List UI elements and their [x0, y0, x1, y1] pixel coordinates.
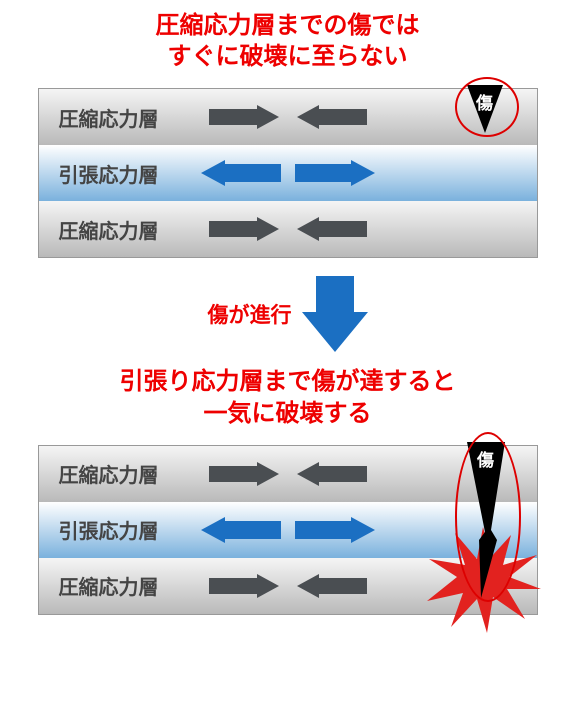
compress-arrows: [209, 462, 367, 486]
layer-label: 圧縮応力層: [59, 103, 159, 132]
layer-label: 圧縮応力層: [59, 215, 159, 244]
bottom-title-line1: 引張り応力層まで傷が達すると: [120, 368, 456, 395]
arrow-right-icon: [295, 160, 375, 186]
layer-label: 圧縮応力層: [59, 459, 159, 488]
top-title-line1: 圧縮応力層までの傷では: [156, 12, 420, 39]
layer-label: 引張応力層: [59, 159, 159, 188]
arrow-left-icon: [297, 574, 367, 598]
top-title: 圧縮応力層までの傷では すぐに破壊に至らない: [0, 10, 575, 72]
arrow-left-icon: [201, 517, 281, 543]
compress-arrows: [209, 217, 367, 241]
layer-row: 引張応力層: [39, 145, 537, 201]
top-title-line2: すぐに破壊に至らない: [168, 43, 408, 70]
tension-arrows: [201, 517, 375, 543]
tension-arrows: [201, 160, 375, 186]
crack-circle: [455, 77, 519, 137]
big-down-arrow-icon: [302, 276, 368, 352]
bottom-panel: 圧縮応力層 引張応力層 圧縮応力層: [38, 445, 538, 615]
arrow-left-icon: [297, 217, 367, 241]
transition-label: 傷が進行: [208, 299, 292, 329]
top-panel: 圧縮応力層 引張応力層 圧縮応力層: [38, 88, 538, 258]
layer-label: 引張応力層: [59, 515, 159, 544]
compress-arrows: [209, 105, 367, 129]
arrow-right-icon: [295, 517, 375, 543]
arrow-right-icon: [209, 574, 279, 598]
crack-circle-long: [455, 432, 521, 602]
bottom-title-line2: 一気に破壊する: [204, 400, 372, 427]
arrow-right-icon: [209, 217, 279, 241]
layer-label: 圧縮応力層: [59, 571, 159, 600]
compress-arrows: [209, 574, 367, 598]
arrow-left-icon: [297, 462, 367, 486]
arrow-left-icon: [201, 160, 281, 186]
arrow-left-icon: [297, 105, 367, 129]
layer-row: 圧縮応力層: [39, 201, 537, 257]
arrow-right-icon: [209, 462, 279, 486]
transition-arrow: 傷が進行: [38, 276, 538, 352]
bottom-title: 引張り応力層まで傷が達すると 一気に破壊する: [0, 366, 575, 428]
arrow-right-icon: [209, 105, 279, 129]
